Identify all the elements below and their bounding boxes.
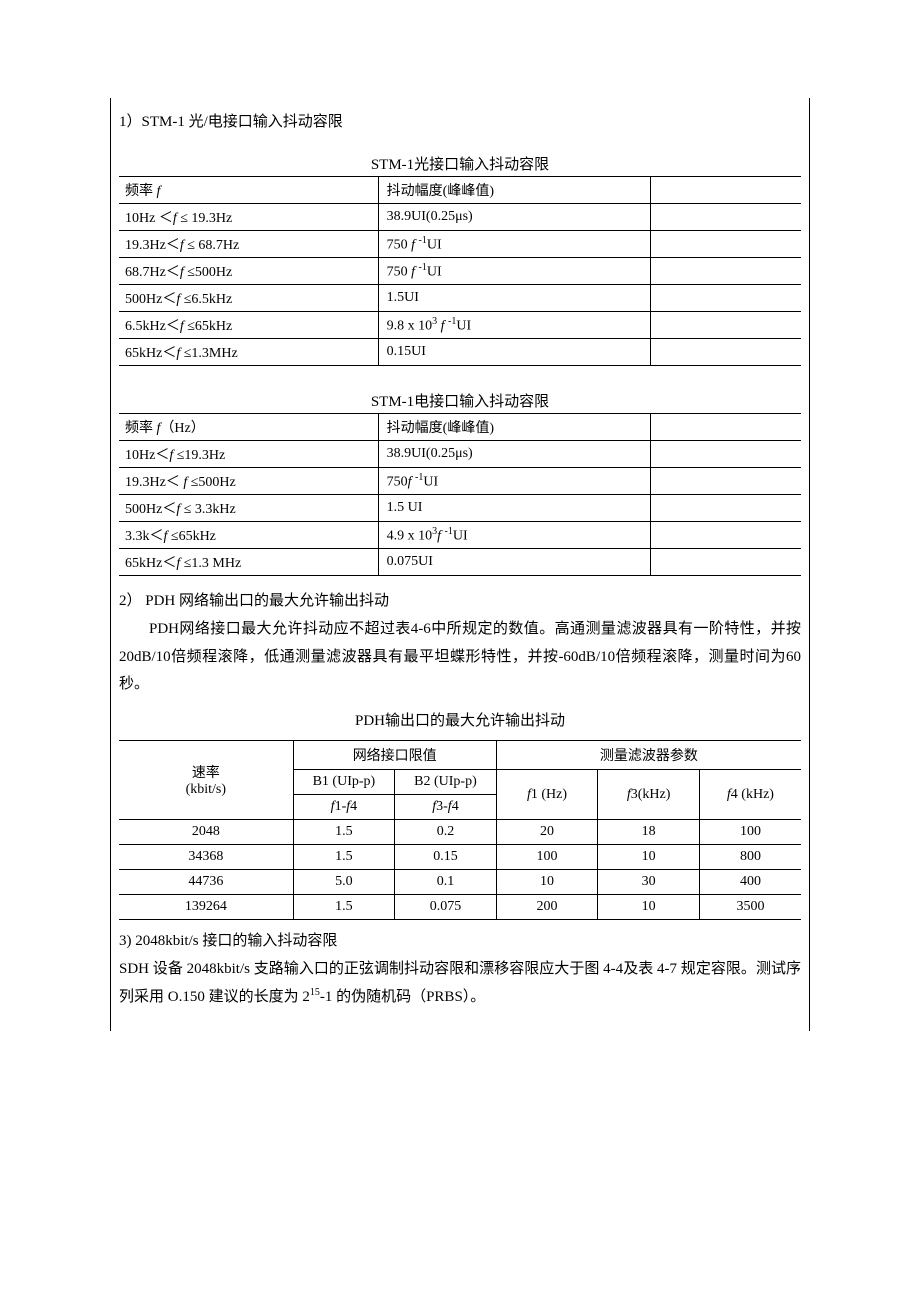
- pdh-cell-f1: 200: [496, 895, 598, 920]
- blank-cell: [651, 339, 801, 366]
- col-blank-header: [651, 177, 801, 204]
- pdh-cell-f4: 800: [699, 845, 801, 870]
- blank-cell: [651, 231, 801, 258]
- pdh-output-table: 速率(kbit/s)网络接口限值测量滤波器参数 B1 (UIp-p)B2 (UIp…: [119, 740, 801, 920]
- col-freq-header: 频率 f（Hz）: [119, 414, 378, 441]
- freq-cell: 10Hz＜f ≤19.3Hz: [119, 441, 378, 468]
- stm1-electrical-table: 频率 f（Hz）抖动幅度(峰峰值)10Hz＜f ≤19.3Hz38.9UI(0.…: [119, 413, 801, 576]
- pdh-cell-f1: 20: [496, 820, 598, 845]
- blank-cell: [651, 312, 801, 339]
- section3-block: 3) 2048kbit/s 接口的输入抖动容限 SDH 设备 2048kbit/…: [119, 928, 801, 1011]
- col-f4-header: f4 (kHz): [699, 770, 801, 820]
- freq-cell: 65kHz＜f ≤1.3MHz: [119, 339, 378, 366]
- pdh-cell-b1: 1.5: [293, 820, 395, 845]
- freq-cell: 3.3k＜f ≤65kHz: [119, 522, 378, 549]
- pdh-cell-b2: 0.15: [395, 845, 497, 870]
- pdh-cell-rate: 139264: [119, 895, 293, 920]
- blank-cell: [651, 549, 801, 576]
- stm1-optical-table: 频率 f抖动幅度(峰峰值)10Hz ＜f ≤ 19.3Hz38.9UI(0.25…: [119, 176, 801, 366]
- amp-cell: 750 f -1UI: [378, 231, 651, 258]
- col-amp-header: 抖动幅度(峰峰值): [378, 414, 651, 441]
- col-blank-header: [651, 414, 801, 441]
- freq-cell: 500Hz＜f ≤ 3.3kHz: [119, 495, 378, 522]
- col-f1-header: f1 (Hz): [496, 770, 598, 820]
- amp-cell: 38.9UI(0.25μs): [378, 441, 651, 468]
- section3-heading: 3) 2048kbit/s 接口的输入抖动容限: [119, 933, 337, 949]
- amp-cell: 9.8 x 103 f -1UI: [378, 312, 651, 339]
- blank-cell: [651, 468, 801, 495]
- pdh-cell-f3: 10: [598, 845, 700, 870]
- blank-cell: [651, 258, 801, 285]
- pdh-cell-f4: 3500: [699, 895, 801, 920]
- pdh-cell-b2: 0.2: [395, 820, 497, 845]
- pdh-cell-b2: 0.1: [395, 870, 497, 895]
- pdh-cell-rate: 34368: [119, 845, 293, 870]
- col-freq-header: 频率 f: [119, 177, 378, 204]
- freq-cell: 65kHz＜f ≤1.3 MHz: [119, 549, 378, 576]
- amp-cell: 1.5UI: [378, 285, 651, 312]
- col-f3f4-header: f3-f4: [395, 795, 497, 820]
- pdh-cell-f4: 400: [699, 870, 801, 895]
- pdh-cell-f1: 100: [496, 845, 598, 870]
- pdh-cell-f3: 30: [598, 870, 700, 895]
- section1-heading: 1）STM-1 光/电接口输入抖动容限: [119, 110, 801, 131]
- section2-para: PDH网络接口最大允许抖动应不超过表4-6中所规定的数值。高通测量滤波器具有一阶…: [119, 616, 801, 699]
- blank-cell: [651, 441, 801, 468]
- blank-cell: [651, 522, 801, 549]
- col-amp-header: 抖动幅度(峰峰值): [378, 177, 651, 204]
- pdh-cell-f3: 10: [598, 895, 700, 920]
- col-b1-header: B1 (UIp-p): [293, 770, 395, 795]
- amp-cell: 4.9 x 103f -1UI: [378, 522, 651, 549]
- amp-cell: 0.15UI: [378, 339, 651, 366]
- blank-cell: [651, 204, 801, 231]
- pdh-cell-b1: 5.0: [293, 870, 395, 895]
- amp-cell: 1.5 UI: [378, 495, 651, 522]
- freq-cell: 6.5kHz＜f ≤65kHz: [119, 312, 378, 339]
- table-a-title: STM-1光接口输入抖动容限: [119, 153, 801, 174]
- col-netlimit-header: 网络接口限值: [293, 741, 496, 770]
- amp-cell: 0.075UI: [378, 549, 651, 576]
- col-rate-header: 速率(kbit/s): [119, 741, 293, 820]
- pdh-cell-rate: 2048: [119, 820, 293, 845]
- col-f1f4-header: f1-f4: [293, 795, 395, 820]
- col-filter-header: 测量滤波器参数: [496, 741, 801, 770]
- pdh-cell-b2: 0.075: [395, 895, 497, 920]
- amp-cell: 750f -1UI: [378, 468, 651, 495]
- col-b2-header: B2 (UIp-p): [395, 770, 497, 795]
- table-b-title: STM-1电接口输入抖动容限: [119, 390, 801, 411]
- freq-cell: 19.3Hz＜f ≤ 68.7Hz: [119, 231, 378, 258]
- freq-cell: 68.7Hz＜f ≤500Hz: [119, 258, 378, 285]
- col-f3-header: f3(kHz): [598, 770, 700, 820]
- pdh-cell-f1: 10: [496, 870, 598, 895]
- pdh-cell-rate: 44736: [119, 870, 293, 895]
- freq-cell: 19.3Hz＜ f ≤500Hz: [119, 468, 378, 495]
- section2-block: 2） PDH 网络输出口的最大允许输出抖动 PDH网络接口最大允许抖动应不超过表…: [119, 588, 801, 699]
- pdh-cell-f3: 18: [598, 820, 700, 845]
- freq-cell: 10Hz ＜f ≤ 19.3Hz: [119, 204, 378, 231]
- content-frame: 1）STM-1 光/电接口输入抖动容限 STM-1光接口输入抖动容限 频率 f抖…: [110, 98, 810, 1031]
- pdh-cell-b1: 1.5: [293, 845, 395, 870]
- blank-cell: [651, 285, 801, 312]
- page: 1）STM-1 光/电接口输入抖动容限 STM-1光接口输入抖动容限 频率 f抖…: [0, 0, 920, 1302]
- amp-cell: 38.9UI(0.25μs): [378, 204, 651, 231]
- pdh-cell-f4: 100: [699, 820, 801, 845]
- pdh-table-title: PDH输出口的最大允许输出抖动: [119, 709, 801, 730]
- amp-cell: 750 f -1UI: [378, 258, 651, 285]
- blank-cell: [651, 495, 801, 522]
- pdh-cell-b1: 1.5: [293, 895, 395, 920]
- freq-cell: 500Hz＜f ≤6.5kHz: [119, 285, 378, 312]
- section2-heading: 2） PDH 网络输出口的最大允许输出抖动: [119, 593, 389, 609]
- section3-para: SDH 设备 2048kbit/s 支路输入口的正弦调制抖动容限和漂移容限应大于…: [119, 961, 801, 1005]
